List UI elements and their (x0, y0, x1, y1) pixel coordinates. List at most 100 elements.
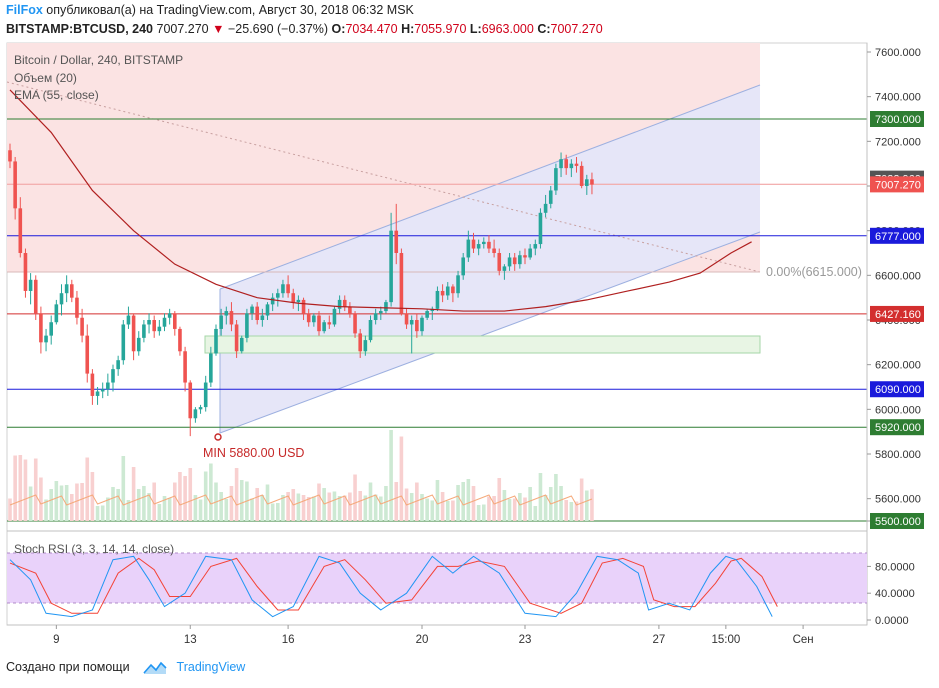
candle-body (136, 337, 141, 352)
volume-bar (440, 492, 445, 521)
footer: Создано при помощи TradingView (6, 660, 245, 675)
candle-body (33, 279, 38, 314)
y-tick-label: 7200.000 (875, 136, 921, 148)
min-marker (214, 433, 222, 441)
candle-body (456, 275, 460, 294)
candle-body (250, 306, 254, 314)
volume-bar (445, 501, 450, 521)
volume-bar (23, 459, 28, 521)
candle-body (260, 315, 265, 320)
time-axis: 9 13 16 20 23 27 15:00 Сен (53, 625, 814, 646)
made-with-text: Создано при помощи (6, 660, 130, 674)
volume-bar (363, 495, 368, 521)
candle-body (518, 255, 522, 265)
volume-bar (554, 474, 558, 521)
volume-indicator-label: Объем (20) (14, 71, 77, 85)
candle-body (85, 335, 90, 374)
volume-ma-line (9, 494, 593, 506)
candle-body (95, 391, 100, 396)
ema-line (9, 89, 752, 312)
candle-body (209, 353, 213, 383)
price-chart[interactable]: 7600.0007400.0007200.0007000.0006800.000… (0, 40, 939, 652)
candle-body (121, 324, 126, 361)
price-labels: 7300.0007032.9607007.2706777.0006427.160… (870, 111, 924, 529)
stoch-label: Stoch RSI (3, 3, 14, 14, close) (14, 542, 174, 556)
candle-body (554, 168, 558, 191)
candle-body (332, 308, 337, 325)
candle-body (291, 293, 296, 303)
candle-body (590, 179, 594, 185)
volume-bar (482, 504, 486, 521)
symbol: BITSTAMP:BTCUSD, 240 (6, 22, 154, 36)
candle-body (178, 328, 182, 352)
volume-bar (579, 478, 584, 521)
volume-bar (28, 486, 33, 521)
candle-body (75, 297, 79, 318)
candle-body (49, 322, 53, 336)
candle-body (301, 299, 306, 314)
candle-body (574, 163, 579, 166)
volume-bar (106, 497, 110, 521)
volume-bar (543, 495, 548, 521)
volume-bar (456, 485, 460, 521)
last-price: 7007.270 (156, 22, 209, 36)
x-tick-label: 9 (53, 634, 59, 646)
tradingview-link[interactable]: TradingView (176, 660, 246, 674)
volume-bar (219, 492, 223, 521)
candle-body (183, 351, 187, 383)
candle-body (512, 257, 517, 265)
volume-bar (85, 457, 90, 521)
volume-bar (337, 496, 342, 521)
volume-bar (188, 468, 193, 521)
volume-bar (239, 480, 244, 521)
candle-body (564, 159, 568, 169)
volume-bar (564, 500, 568, 521)
x-tick-label: 27 (653, 634, 666, 646)
candle-body (126, 315, 131, 325)
volume-bar (121, 456, 126, 521)
candle-body (80, 317, 84, 336)
volume-bar (399, 436, 404, 521)
volume-bar (317, 483, 321, 521)
volume-bar (147, 493, 151, 521)
price-label-box (870, 305, 924, 322)
candle-body (471, 239, 476, 249)
candle-body (543, 203, 548, 213)
volume-bar (502, 490, 507, 521)
open-value: 7034.470 (345, 22, 398, 36)
price-label-text: 7300.000 (875, 114, 921, 126)
candle-body (312, 315, 316, 323)
volume-bar (18, 455, 23, 521)
candle-body (342, 299, 347, 307)
author-name[interactable]: FilFox (6, 3, 43, 17)
stoch-tick-label: 80.0000 (875, 561, 915, 573)
candle-body (23, 253, 28, 291)
volume-bar (373, 494, 378, 521)
volume-bar (358, 491, 362, 521)
candle-body (317, 315, 321, 332)
volume-bar (512, 498, 517, 521)
candle-body (13, 161, 17, 209)
candle-body (198, 407, 203, 410)
volume-bar (255, 488, 259, 521)
volume-bar (585, 490, 589, 521)
candle-body (487, 241, 491, 249)
candle-body (54, 304, 59, 323)
y-tick-label: 5800.000 (875, 449, 921, 461)
candle-body (265, 304, 270, 316)
candle-body (28, 279, 33, 291)
candle-body (116, 360, 120, 370)
candle-body (106, 382, 110, 390)
volume-bar (518, 493, 522, 521)
candle-body (528, 248, 532, 258)
low-label: L: (469, 22, 482, 36)
close-value: 7007.270 (550, 22, 603, 36)
volume-bar (492, 496, 496, 521)
volume-bar (13, 455, 17, 521)
volume-bar (157, 504, 162, 521)
y-tick-label: 7600.000 (875, 47, 921, 59)
volume-bar (394, 482, 399, 521)
volume-bar (167, 498, 172, 521)
candle-body (188, 382, 193, 419)
candle-body (18, 208, 23, 253)
